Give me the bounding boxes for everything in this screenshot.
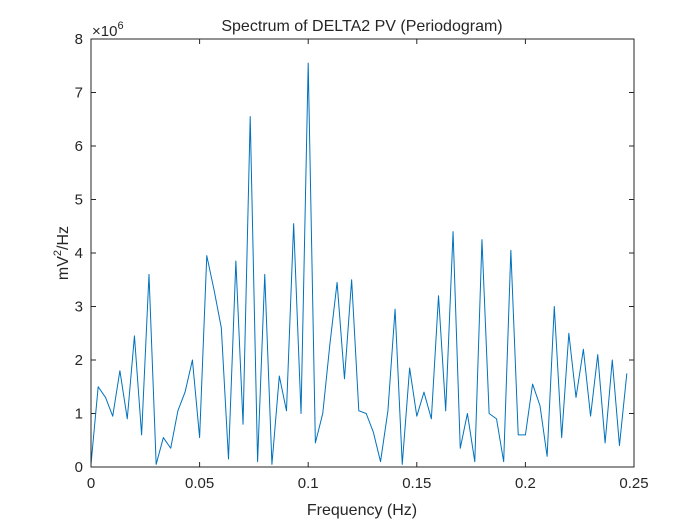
x-tick-label: 0 [87, 475, 95, 492]
x-tick-label: 0.05 [185, 475, 214, 492]
series-line [90, 62, 628, 465]
y-axis-label-superscript: 2 [52, 250, 64, 256]
x-tick-label: 0.25 [619, 475, 648, 492]
x-tick-label: 0.15 [402, 475, 431, 492]
y-tick-label: 7 [75, 85, 83, 102]
y-axis-exponent-prefix: ×10 [92, 23, 117, 40]
y-tick-label: 4 [75, 245, 83, 262]
chart-title: Spectrum of DELTA2 PV (Periodogram) [221, 18, 502, 35]
y-tick-label: 1 [75, 406, 83, 423]
x-tick-label: 0.1 [298, 475, 319, 492]
x-tick-label: 0.2 [515, 475, 536, 492]
y-tick-label: 6 [75, 138, 83, 155]
y-tick-label: 3 [75, 299, 83, 316]
y-axis-label-base: mV [55, 256, 72, 280]
y-tick-label: 5 [75, 192, 83, 209]
axes-box [90, 38, 635, 468]
tick-labels: 0 0.05 0.1 0.15 0.2 0.25 0 1 2 3 4 5 6 7 8 [75, 31, 649, 492]
plot-background [91, 39, 634, 467]
y-tick-label: 2 [75, 352, 83, 369]
y-axis-label-suffix: /Hz [55, 226, 72, 250]
y-axis-exponent-superscript: 6 [117, 20, 123, 32]
y-axis-label: mV2/Hz [52, 226, 72, 280]
y-tick-label: 0 [75, 459, 83, 476]
y-tick-label: 8 [75, 31, 83, 48]
x-axis-label: Frequency (Hz) [307, 502, 417, 519]
y-axis-exponent: ×106 [92, 20, 124, 40]
